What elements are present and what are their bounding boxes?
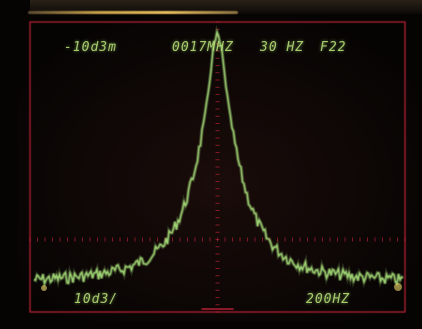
reference-level-readout: -10d3m bbox=[64, 40, 117, 55]
resolution-bandwidth-readout: 30 HZ bbox=[260, 40, 305, 55]
trace-hotspot-right bbox=[394, 283, 402, 291]
vertical-scale-readout: 10d3/ bbox=[74, 292, 119, 307]
span-readout: F22 bbox=[320, 40, 347, 55]
spectrum-trace-glow bbox=[33, 24, 405, 292]
spectrum-trace bbox=[33, 29, 404, 287]
center-frequency-readout: 0017MHZ bbox=[172, 40, 234, 55]
trace-hotspot-left bbox=[41, 285, 47, 291]
bezel-highlight bbox=[28, 11, 238, 14]
span-per-division-readout: 200HZ bbox=[306, 292, 351, 307]
bezel-glare bbox=[30, 0, 422, 14]
